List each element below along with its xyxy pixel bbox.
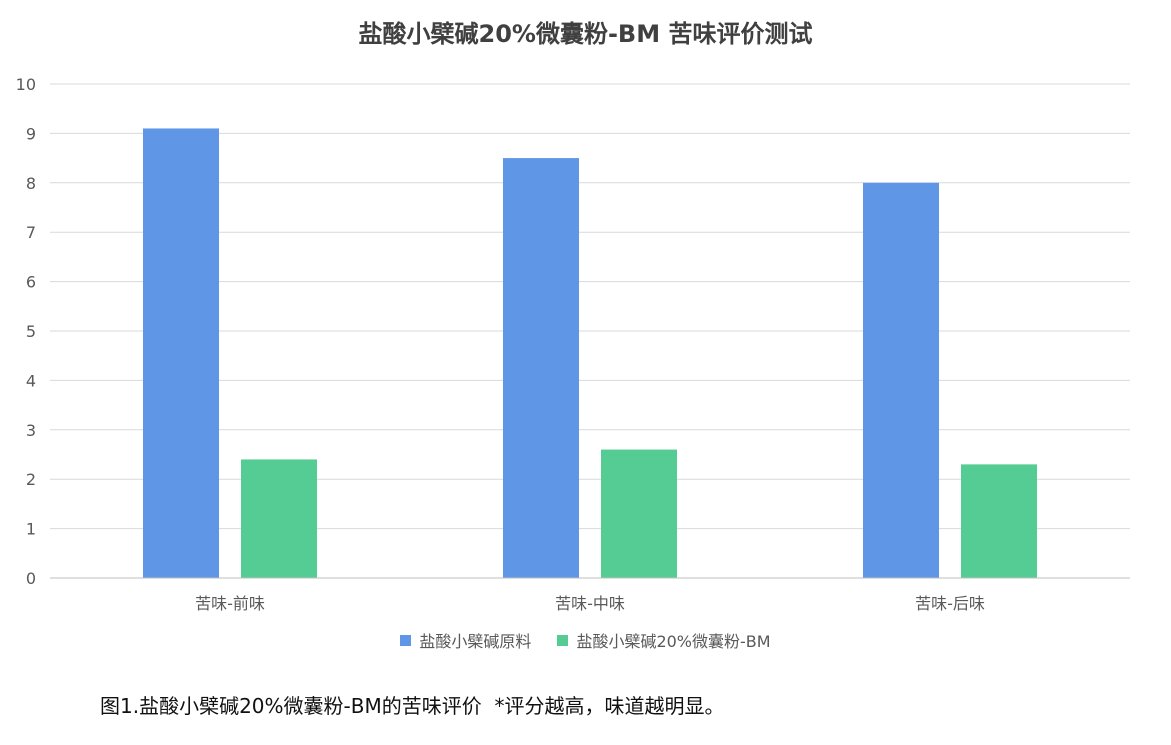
legend-label-microcapsule: 盐酸小檗碱20%微囊粉-BM	[576, 632, 771, 651]
bar-series1-cat1[interactable]	[601, 449, 677, 578]
legend-item-raw[interactable]: 盐酸小檗碱原料	[400, 628, 531, 652]
category-label: 苦味-中味	[555, 594, 625, 613]
bar-series1-cat0[interactable]	[241, 459, 317, 578]
bar-series0-cat2[interactable]	[863, 182, 939, 579]
bars	[143, 128, 1037, 579]
y-tick-label: 5	[26, 322, 36, 341]
legend-swatch-raw	[400, 634, 412, 646]
y-axis-ticks: 0 1 2 3 4 5 6 7 8 9 10	[16, 75, 36, 588]
bar-chart: 0 1 2 3 4 5 6 7 8 9 10 苦味-前味 苦味-中味 苦味-后味	[16, 75, 1130, 613]
y-tick-label: 9	[26, 124, 36, 143]
y-tick-label: 3	[26, 421, 36, 440]
bar-series0-cat0[interactable]	[143, 128, 219, 578]
legend-label-raw: 盐酸小檗碱原料	[419, 632, 532, 651]
gridlines	[50, 83, 1130, 530]
category-label: 苦味-后味	[915, 594, 985, 613]
y-tick-label: 7	[26, 223, 36, 242]
y-tick-label: 0	[26, 569, 36, 588]
legend-item-microcapsule[interactable]: 盐酸小檗碱20%微囊粉-BM	[557, 628, 771, 652]
category-labels: 苦味-前味 苦味-中味 苦味-后味	[195, 594, 985, 613]
y-tick-label: 8	[26, 174, 36, 193]
y-tick-label: 2	[26, 470, 36, 489]
y-tick-label: 4	[26, 371, 36, 390]
bar-series0-cat1[interactable]	[503, 158, 579, 578]
figure-caption: 图1.盐酸小檗碱20%微囊粉-BM的苦味评价 *评分越高，味道越明显。	[100, 694, 725, 718]
chart-title: 盐酸小檗碱20%微囊粉-BM 苦味评价测试	[358, 20, 813, 48]
y-tick-label: 10	[16, 75, 36, 94]
bar-series1-cat2[interactable]	[961, 464, 1037, 578]
y-tick-label: 6	[26, 273, 36, 292]
y-tick-label: 1	[26, 520, 36, 539]
category-label: 苦味-前味	[195, 594, 265, 613]
legend-swatch-microcapsule	[557, 634, 569, 646]
legend: 盐酸小檗碱原料 盐酸小檗碱20%微囊粉-BM	[0, 628, 1171, 652]
